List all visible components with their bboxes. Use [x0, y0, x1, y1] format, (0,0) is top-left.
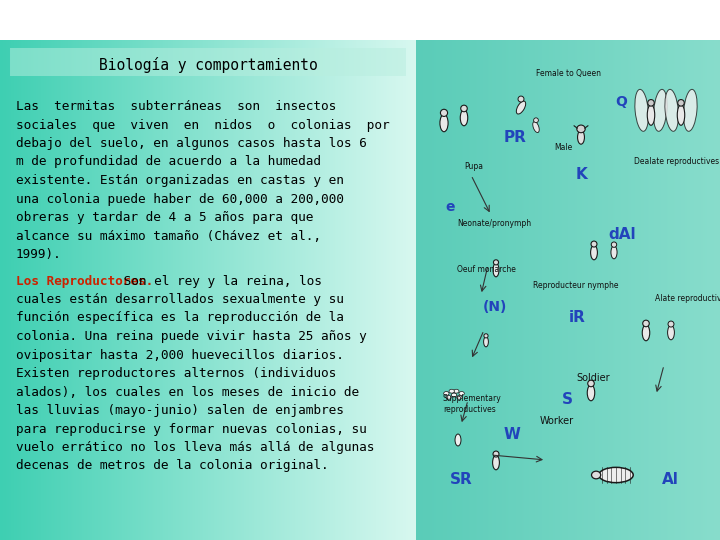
Ellipse shape [592, 471, 600, 479]
Ellipse shape [440, 114, 448, 132]
Text: Al: Al [662, 472, 679, 488]
Ellipse shape [449, 389, 454, 393]
Ellipse shape [591, 241, 597, 247]
Ellipse shape [492, 455, 500, 470]
Text: Neonate/pronymph: Neonate/pronymph [457, 219, 531, 228]
Text: Son el rey y la reina, los: Son el rey y la reina, los [116, 274, 322, 287]
Text: Las  termitas  subterráneas  son  insectos: Las termitas subterráneas son insectos [16, 100, 336, 113]
Ellipse shape [460, 110, 468, 126]
Ellipse shape [665, 89, 678, 131]
Ellipse shape [611, 242, 616, 247]
Ellipse shape [654, 89, 667, 131]
Ellipse shape [441, 109, 448, 117]
Text: Pupa: Pupa [464, 162, 483, 171]
Ellipse shape [451, 393, 456, 397]
Text: 1999).: 1999). [16, 248, 62, 261]
Text: Female to Queen: Female to Queen [536, 69, 601, 78]
Ellipse shape [484, 337, 488, 347]
Ellipse shape [577, 125, 585, 133]
Text: Worker: Worker [540, 416, 574, 426]
Ellipse shape [493, 263, 499, 277]
Text: K: K [576, 167, 588, 183]
Text: las lluvias (mayo-junio) salen de enjambres: las lluvias (mayo-junio) salen de enjamb… [16, 404, 344, 417]
Text: Dealate reproductives: Dealate reproductives [634, 157, 719, 166]
Text: vuelo errático no los lleva más allá de algunas: vuelo errático no los lleva más allá de … [16, 441, 374, 454]
Ellipse shape [647, 105, 654, 125]
Text: debajo del suelo, en algunos casos hasta los 6: debajo del suelo, en algunos casos hasta… [16, 137, 366, 150]
Ellipse shape [444, 392, 449, 395]
Text: existente. Están organizadas en castas y en: existente. Están organizadas en castas y… [16, 174, 344, 187]
Text: Supplementary
reproductives: Supplementary reproductives [443, 394, 502, 414]
Text: Male: Male [554, 143, 572, 152]
Ellipse shape [534, 118, 539, 123]
Text: PR: PR [504, 130, 527, 145]
Ellipse shape [590, 245, 598, 260]
Text: alados), los cuales en los meses de inicio de: alados), los cuales en los meses de inic… [16, 386, 359, 399]
Text: Q: Q [616, 94, 627, 109]
Ellipse shape [461, 105, 467, 112]
Text: una colonia puede haber de 60,000 a 200,000: una colonia puede haber de 60,000 a 200,… [16, 192, 344, 206]
Text: función específica es la reproducción de la: función específica es la reproducción de… [16, 312, 344, 325]
Ellipse shape [611, 246, 617, 259]
Text: dAl: dAl [608, 227, 636, 242]
Ellipse shape [493, 260, 498, 265]
Ellipse shape [643, 320, 649, 327]
FancyBboxPatch shape [10, 48, 406, 76]
Ellipse shape [577, 130, 585, 144]
Ellipse shape [635, 89, 649, 131]
Ellipse shape [446, 395, 451, 399]
Text: sociales  que  viven  en  nidos  o  colonias  por: sociales que viven en nidos o colonias p… [16, 118, 390, 132]
Ellipse shape [454, 389, 459, 393]
Text: (N): (N) [482, 300, 507, 314]
Ellipse shape [516, 101, 526, 114]
Text: cuales están desarrollados sexualmente y su: cuales están desarrollados sexualmente y… [16, 293, 344, 306]
Text: obreras y tardar de 4 a 5 años para que: obreras y tardar de 4 a 5 años para que [16, 211, 313, 224]
Text: alcance su máximo tamaño (Chávez et al.,: alcance su máximo tamaño (Chávez et al., [16, 230, 321, 242]
Text: Oeuf monarche: Oeuf monarche [457, 265, 516, 274]
Text: Los Reproductores.: Los Reproductores. [16, 274, 153, 287]
Ellipse shape [599, 467, 633, 483]
Text: Soldier: Soldier [576, 373, 610, 383]
Ellipse shape [668, 321, 674, 327]
Ellipse shape [456, 395, 462, 399]
Text: W: W [504, 427, 521, 442]
Ellipse shape [518, 96, 524, 102]
Text: S: S [562, 392, 572, 407]
Ellipse shape [533, 122, 539, 132]
Text: Biología y comportamiento: Biología y comportamiento [99, 57, 318, 73]
Text: decenas de metros de la colonia original.: decenas de metros de la colonia original… [16, 460, 328, 472]
Text: iR: iR [569, 310, 585, 326]
Ellipse shape [588, 380, 594, 387]
Text: m de profundidad de acuerdo a la humedad: m de profundidad de acuerdo a la humedad [16, 156, 321, 168]
Text: colonia. Una reina puede vivir hasta 25 años y: colonia. Una reina puede vivir hasta 25 … [16, 330, 366, 343]
Ellipse shape [588, 385, 595, 401]
Text: Existen reproductores alternos (individuos: Existen reproductores alternos (individu… [16, 367, 336, 380]
Text: e: e [445, 200, 454, 214]
Ellipse shape [459, 392, 464, 395]
Text: Reproducteur nymphe: Reproducteur nymphe [533, 281, 618, 290]
Ellipse shape [667, 325, 675, 340]
Ellipse shape [484, 334, 488, 338]
Text: Alate reproductives: Alate reproductives [655, 294, 720, 303]
Text: SR: SR [450, 472, 473, 488]
Text: para reproducirse y formar nuevas colonias, su: para reproducirse y formar nuevas coloni… [16, 422, 366, 435]
Ellipse shape [683, 89, 697, 131]
Ellipse shape [678, 105, 685, 125]
Ellipse shape [455, 434, 461, 446]
Ellipse shape [678, 99, 684, 106]
Ellipse shape [493, 451, 499, 457]
Ellipse shape [648, 99, 654, 106]
Ellipse shape [642, 325, 649, 341]
Text: ovipositar hasta 2,000 huevecillos diarios.: ovipositar hasta 2,000 huevecillos diari… [16, 348, 344, 361]
